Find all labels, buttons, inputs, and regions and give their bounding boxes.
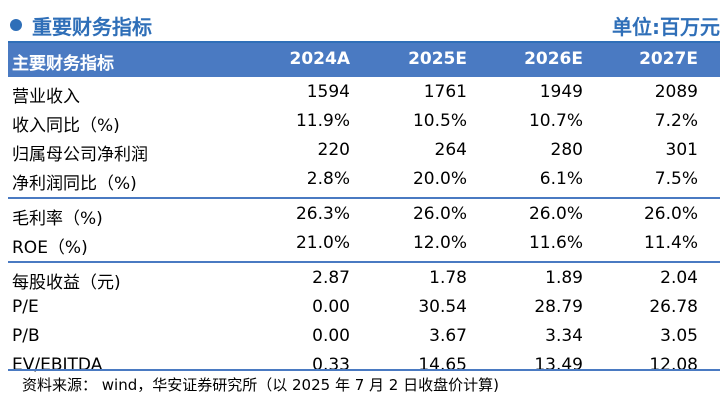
table-row: P/E 0.00 30.54 28.79 26.78 bbox=[8, 294, 720, 323]
table-row: ROE（%) 21.0% 12.0% 11.6% 11.4% bbox=[8, 230, 720, 259]
cell: 26.0% bbox=[412, 204, 467, 224]
cell: 7.5% bbox=[654, 169, 698, 189]
row-label: P/B bbox=[12, 326, 40, 346]
row-label: 归属母公司净利润 bbox=[12, 145, 148, 165]
cell: 13.49 bbox=[534, 355, 583, 375]
cell: 6.1% bbox=[539, 169, 583, 189]
table-body: 营业收入 1594 1761 1949 2089 收入同比（%) 11.9% 1… bbox=[8, 79, 720, 381]
cell: 10.7% bbox=[528, 111, 583, 131]
group-divider bbox=[8, 197, 720, 199]
cell: 280 bbox=[550, 140, 583, 160]
cell: 3.05 bbox=[660, 326, 698, 346]
cell: 30.54 bbox=[418, 297, 467, 317]
cell: 0.00 bbox=[312, 297, 350, 317]
cell: 1594 bbox=[306, 82, 350, 102]
cell: 20.0% bbox=[412, 169, 467, 189]
cell: 14.65 bbox=[418, 355, 467, 375]
cell: 301 bbox=[665, 140, 698, 160]
table-bottom-rule bbox=[8, 369, 720, 371]
cell: 10.5% bbox=[412, 111, 467, 131]
header-year-2027e: 2027E bbox=[639, 49, 698, 69]
cell: 1949 bbox=[539, 82, 583, 102]
table-row: 归属母公司净利润 220 264 280 301 bbox=[8, 137, 720, 166]
header-label: 主要财务指标 bbox=[12, 54, 114, 74]
row-label: ROE（%) bbox=[12, 238, 88, 258]
table-row: 每股收益（元) 2.87 1.78 1.89 2.04 bbox=[8, 265, 720, 294]
row-label: EV/EBITDA bbox=[12, 355, 103, 375]
cell: 12.0% bbox=[412, 233, 467, 253]
cell: 2.87 bbox=[312, 268, 350, 288]
source-note: 资料来源： wind，华安证券研究所（以 2025 年 7 月 2 日收盘价计算… bbox=[22, 376, 499, 394]
unit-label: 单位:百万元 bbox=[612, 15, 720, 39]
cell: 2.8% bbox=[306, 169, 350, 189]
cell: 0.33 bbox=[312, 355, 350, 375]
row-label: 每股收益（元) bbox=[12, 273, 121, 293]
header-year-2024a: 2024A bbox=[289, 49, 350, 69]
header-year-2026e: 2026E bbox=[524, 49, 583, 69]
cell: 2089 bbox=[654, 82, 698, 102]
cell: 3.34 bbox=[545, 326, 583, 346]
header-year-2025e: 2025E bbox=[408, 49, 467, 69]
table-title: 重要财务指标 bbox=[32, 15, 152, 39]
cell: 11.4% bbox=[643, 233, 698, 253]
cell: 26.0% bbox=[643, 204, 698, 224]
cell: 11.9% bbox=[295, 111, 350, 131]
cell: 1.78 bbox=[429, 268, 467, 288]
row-label: P/E bbox=[12, 297, 39, 317]
cell: 1761 bbox=[423, 82, 467, 102]
row-label: 毛利率（%) bbox=[12, 209, 103, 229]
bullet-dot-icon bbox=[10, 19, 22, 31]
table-row: 收入同比（%) 11.9% 10.5% 10.7% 7.2% bbox=[8, 108, 720, 137]
cell: 26.0% bbox=[528, 204, 583, 224]
cell: 12.08 bbox=[649, 355, 698, 375]
row-label: 净利润同比（%) bbox=[12, 174, 137, 194]
cell: 21.0% bbox=[295, 233, 350, 253]
group-divider bbox=[8, 261, 720, 263]
cell: 26.3% bbox=[295, 204, 350, 224]
cell: 26.78 bbox=[649, 297, 698, 317]
table-row: 毛利率（%) 26.3% 26.0% 26.0% 26.0% bbox=[8, 201, 720, 230]
table-row: P/B 0.00 3.67 3.34 3.05 bbox=[8, 323, 720, 352]
title-divider bbox=[8, 41, 720, 43]
cell: 220 bbox=[317, 140, 350, 160]
row-label: 营业收入 bbox=[12, 87, 80, 107]
cell: 3.67 bbox=[429, 326, 467, 346]
cell: 264 bbox=[434, 140, 467, 160]
table-row: 净利润同比（%) 2.8% 20.0% 6.1% 7.5% bbox=[8, 166, 720, 195]
row-label: 收入同比（%) bbox=[12, 116, 120, 136]
cell: 7.2% bbox=[654, 111, 698, 131]
cell: 0.00 bbox=[312, 326, 350, 346]
cell: 2.04 bbox=[660, 268, 698, 288]
cell: 28.79 bbox=[534, 297, 583, 317]
table-row: 营业收入 1594 1761 1949 2089 bbox=[8, 79, 720, 108]
title-bar: 重要财务指标 单位:百万元 bbox=[8, 4, 720, 42]
cell: 11.6% bbox=[528, 233, 583, 253]
cell: 1.89 bbox=[545, 268, 583, 288]
table-header: 主要财务指标 2024A 2025E 2026E 2027E bbox=[8, 43, 720, 77]
